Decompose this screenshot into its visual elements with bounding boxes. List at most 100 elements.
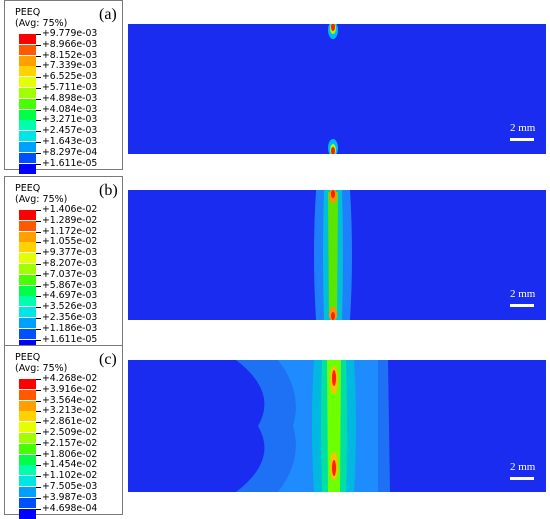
legend-value: +4.697e-03	[42, 290, 98, 302]
legend-swatch	[19, 307, 36, 318]
legend-swatch	[19, 339, 36, 350]
legend-swatch	[19, 109, 36, 120]
legend-value: +1.186e-03	[42, 322, 98, 334]
legend-swatch	[19, 253, 36, 264]
legend-tick	[36, 285, 41, 287]
legend-value: +2.457e-03	[42, 125, 98, 137]
legend-tick	[36, 34, 41, 35]
legend-swatch	[19, 34, 36, 44]
deformation-band-core	[327, 360, 341, 492]
legend-swatch	[19, 487, 36, 497]
legend-tick	[36, 231, 41, 233]
legend-value: +3.526e-03	[42, 301, 98, 313]
legend-title: PEEQ	[15, 183, 41, 194]
legend-swatch	[19, 131, 36, 142]
legend-tick	[36, 487, 41, 488]
legend-swatch	[19, 152, 36, 163]
legend-tick	[36, 120, 41, 122]
panel-c: PEEQ (Avg: 75%) +4.268e-02 +3.916e-02 +3.5…	[0, 345, 550, 519]
legend-value: +5.867e-03	[42, 279, 98, 291]
legend-tick	[36, 131, 41, 133]
panel-a: PEEQ (Avg: 75%) +9.779e-03 +8.966e-03 +8.1…	[0, 0, 550, 174]
legend-swatch	[19, 264, 36, 274]
contour-plot-a: 2 mm	[128, 24, 546, 154]
legend-swatch	[19, 400, 36, 411]
legend-value: +1.172e-02	[42, 225, 98, 237]
legend-swatch	[19, 433, 36, 443]
legend-tick	[36, 163, 41, 165]
plate-body	[128, 24, 546, 154]
legend-tick	[36, 253, 41, 255]
legend-swatch	[19, 497, 36, 508]
legend-value: +8.152e-03	[42, 49, 98, 61]
legend-tick	[36, 109, 41, 111]
legend-swatch	[19, 285, 36, 296]
legend-tick	[36, 389, 41, 391]
scale-bar-label: 2 mm	[510, 461, 536, 473]
legend-tick	[36, 339, 41, 341]
legend-value: +3.916e-02	[42, 383, 98, 395]
legend-value: +9.377e-03	[42, 247, 98, 259]
legend-value: +1.055e-02	[42, 236, 98, 248]
scale-bar-label: 2 mm	[510, 288, 536, 300]
legend-tick	[36, 44, 41, 46]
panel-label: (c)	[99, 351, 117, 368]
legend-swatch	[19, 142, 36, 152]
legend-value: +5.711e-03	[42, 82, 98, 93]
scale-bar	[510, 138, 534, 141]
legend-value: +3.564e-02	[42, 394, 98, 406]
legend-tick	[36, 77, 41, 79]
legend-tick	[36, 210, 41, 211]
legend-swatch	[19, 454, 36, 465]
legend-tick	[36, 220, 41, 222]
scale-bar-label: 2 mm	[510, 122, 536, 134]
legend-tick	[36, 379, 41, 380]
legend-tick	[36, 88, 41, 89]
legend-value: +7.339e-03	[42, 60, 98, 72]
legend-tick	[36, 296, 41, 298]
legend-swatch	[19, 242, 36, 253]
legend-swatch	[19, 120, 36, 131]
scale-bar	[510, 477, 534, 480]
legend-c: PEEQ (Avg: 75%) +4.268e-02 +3.916e-02 +3.5…	[4, 345, 123, 519]
legend-value: +2.356e-03	[42, 312, 98, 323]
legend-value: +7.037e-03	[42, 268, 98, 280]
legend-swatch	[19, 210, 36, 220]
legend-swatch	[19, 411, 36, 422]
legend-swatch	[19, 98, 36, 109]
legend-swatch	[19, 508, 36, 519]
legend-value: +1.454e-02	[42, 459, 98, 471]
legend-tick	[36, 307, 41, 309]
legend-swatch	[19, 88, 36, 98]
legend-tick	[36, 274, 41, 276]
legend-swatch	[19, 318, 36, 328]
legend-a: PEEQ (Avg: 75%) +9.779e-03 +8.966e-03 +8.1…	[4, 0, 123, 174]
legend-value: +6.525e-03	[42, 71, 98, 83]
legend-value: +2.509e-02	[42, 427, 98, 438]
legend-value: +1.289e-02	[42, 214, 98, 226]
legend-swatch	[19, 328, 36, 339]
panel-b: PEEQ (Avg: 75%) +1.406e-02 +1.289e-02 +1.1…	[0, 176, 550, 350]
legend-tick	[36, 152, 41, 154]
legend-tick	[36, 497, 41, 499]
legend-swatch	[19, 163, 36, 174]
legend-value: +2.157e-02	[42, 437, 98, 449]
legend-tick	[36, 422, 41, 424]
legend-tick	[36, 142, 41, 143]
legend-title: PEEQ	[15, 7, 41, 18]
legend-value: +9.779e-03	[42, 28, 98, 39]
legend-value: +8.966e-03	[42, 38, 98, 50]
legend-subtitle: (Avg: 75%)	[15, 18, 68, 29]
legend-swatch	[19, 55, 36, 66]
legend-swatch	[19, 231, 36, 242]
legend-tick	[36, 411, 41, 413]
legend-tick	[36, 400, 41, 402]
legend-title: PEEQ	[15, 352, 41, 363]
legend-swatch	[19, 422, 36, 433]
contour-plot-c: 2 mm	[128, 360, 546, 492]
legend-tick	[36, 465, 41, 467]
legend-value: +8.207e-03	[42, 258, 98, 269]
legend-swatch	[19, 465, 36, 476]
legend-value: +1.102e-02	[42, 470, 98, 482]
legend-tick	[36, 264, 41, 265]
